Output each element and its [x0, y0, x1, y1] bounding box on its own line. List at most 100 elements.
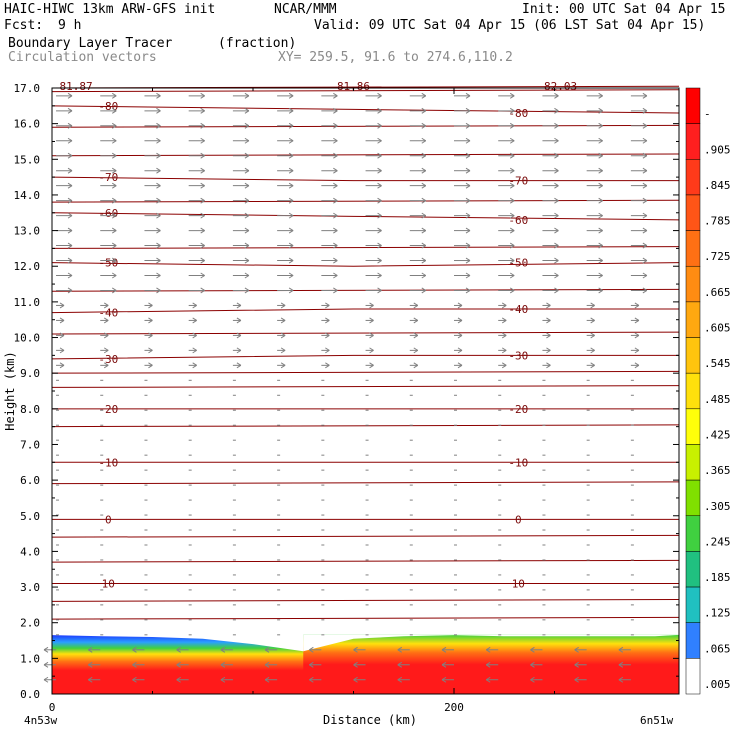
vector-arrowhead	[642, 212, 648, 219]
vector-arrowhead	[244, 272, 250, 279]
vector-arrowhead	[325, 302, 330, 309]
vector-arrowhead	[200, 182, 205, 189]
vector-arrowhead	[554, 152, 559, 159]
vector-arrowhead	[465, 92, 471, 99]
contour-label: -60	[98, 207, 118, 220]
contour-label: -80	[98, 100, 118, 113]
vector-arrowhead	[192, 362, 197, 369]
vector-arrowhead	[148, 332, 153, 339]
vector-arrowhead	[156, 257, 161, 264]
colorbar-label: .425	[704, 428, 731, 441]
vector-arrowhead	[192, 302, 197, 309]
vector-arrowhead	[132, 646, 137, 653]
vector-arrowhead	[465, 167, 471, 174]
colorbar-swatch	[685, 408, 701, 445]
vector-arrowhead	[634, 362, 640, 369]
colorbar-swatch	[685, 265, 701, 303]
vector-arrowhead	[413, 362, 419, 369]
vector-arrowhead	[111, 107, 117, 114]
vector-arrowhead	[421, 272, 427, 279]
contour-label: -70	[508, 175, 528, 188]
vector-arrowhead	[501, 347, 507, 354]
vector-arrowhead	[598, 92, 603, 99]
vector-arrowhead	[554, 122, 559, 129]
vector-arrowhead	[156, 137, 161, 144]
vector-arrowhead	[236, 302, 242, 309]
vector-arrowhead	[333, 182, 338, 189]
vector-arrowhead	[288, 167, 294, 174]
vector-arrowhead	[200, 257, 205, 264]
vector-arrowhead	[244, 182, 250, 189]
vector-arrowhead	[554, 272, 559, 279]
vector-arrowhead	[590, 332, 595, 339]
vector-arrowhead	[200, 242, 205, 249]
vector-arrowhead	[244, 137, 250, 144]
vector-arrowhead	[369, 332, 374, 339]
vector-arrowhead	[309, 661, 314, 668]
vector-arrowhead	[377, 227, 382, 234]
colorbar-swatch	[685, 515, 701, 552]
vector-arrowhead	[67, 287, 73, 294]
vector-arrowhead	[554, 212, 559, 219]
vector-arrowhead	[465, 197, 471, 204]
colorbar-label: -	[704, 108, 711, 121]
contour-line	[51, 246, 680, 249]
vector-arrowhead	[156, 197, 161, 204]
vector-arrowhead	[554, 107, 559, 114]
vector-arrowhead	[309, 676, 314, 683]
vector-arrowhead	[377, 152, 382, 159]
vector-arrowhead	[280, 302, 286, 309]
vector-arrowhead	[280, 362, 286, 369]
vector-arrowhead	[397, 676, 403, 683]
vector-arrowhead	[530, 646, 535, 653]
vector-arrowhead	[546, 302, 551, 309]
vector-arrowhead	[288, 182, 294, 189]
vector-arrowhead	[59, 347, 65, 354]
vector-arrowhead	[421, 107, 427, 114]
vector-arrowhead	[280, 347, 286, 354]
vector-arrowhead	[288, 122, 294, 129]
vector-arrowhead	[67, 182, 73, 189]
vector-arrowhead	[87, 676, 93, 683]
vector-arrowhead	[501, 317, 507, 324]
contour-label: 81.86	[337, 80, 370, 93]
vector-arrowhead	[111, 122, 117, 129]
vector-arrowhead	[377, 272, 382, 279]
vectors-label: Circulation vectors	[8, 50, 157, 65]
colorbar-swatch	[685, 586, 701, 623]
vector-arrowhead	[457, 362, 463, 369]
colorbar-swatch	[685, 551, 701, 588]
field-units: (fraction)	[218, 36, 297, 51]
vector-arrowhead	[377, 257, 382, 264]
vector-arrowhead	[441, 676, 447, 683]
colorbar-label: .485	[704, 393, 731, 406]
vector-arrowhead	[642, 167, 648, 174]
vector-arrowhead	[421, 227, 427, 234]
vector-arrowhead	[509, 242, 515, 249]
vector-arrowhead	[325, 317, 330, 324]
contour-line	[51, 105, 680, 114]
vector-arrowhead	[598, 152, 603, 159]
x-end-label: 6n51w	[640, 714, 673, 727]
vector-arrowhead	[465, 287, 471, 294]
vector-arrowhead	[618, 676, 624, 683]
vector-arrowhead	[148, 347, 153, 354]
org-label: NCAR/MMM	[274, 2, 337, 17]
model-title: HAIC-HIWC 13km ARW-GFS init	[4, 2, 216, 17]
vector-arrowhead	[103, 317, 109, 324]
vector-arrowhead	[598, 107, 603, 114]
vector-arrowhead	[67, 92, 73, 99]
vector-arrowhead	[397, 646, 403, 653]
vector-arrowhead	[457, 347, 463, 354]
vector-arrowhead	[244, 152, 250, 159]
vector-arrowhead	[554, 182, 559, 189]
vector-arrowhead	[192, 317, 197, 324]
vector-arrowhead	[642, 287, 648, 294]
vector-arrowhead	[441, 646, 447, 653]
vector-arrowhead	[598, 137, 603, 144]
vector-arrowhead	[421, 197, 427, 204]
vector-arrowhead	[465, 137, 471, 144]
vector-arrowhead	[421, 182, 427, 189]
contour-line	[51, 124, 680, 128]
colorbar-label: .665	[704, 286, 731, 299]
